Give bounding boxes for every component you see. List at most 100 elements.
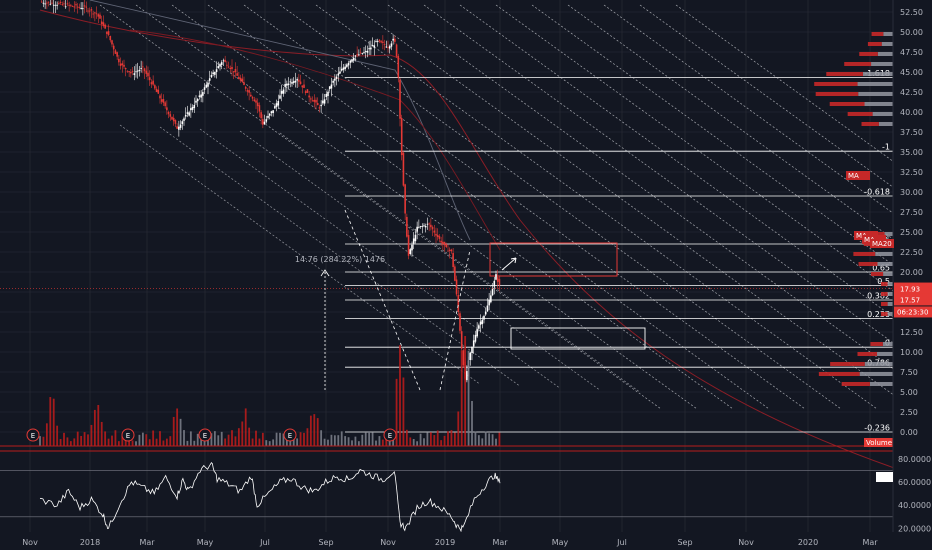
candle-body — [47, 1, 50, 3]
channel-line — [495, 4, 932, 320]
volume-bar — [405, 429, 408, 446]
earnings-marker-label: E — [388, 432, 392, 440]
candle-body — [287, 83, 290, 86]
candle-body — [359, 52, 362, 54]
volume-bar — [248, 427, 251, 446]
candle-body — [244, 86, 247, 89]
fib-level-label: 0.65 — [872, 264, 890, 273]
price-tick-label: 32.50 — [900, 168, 923, 177]
volume-bar — [131, 440, 134, 446]
candle-body — [70, 4, 72, 6]
channel-line — [243, 4, 805, 409]
candle-body — [335, 76, 338, 79]
volume-profile-up — [864, 102, 893, 106]
candle-body — [304, 91, 307, 93]
earnings-marker-label: E — [288, 432, 292, 440]
channel-line — [351, 4, 913, 409]
current-price-label: 17.93 — [900, 286, 920, 294]
countdown-label: 06:23:30 — [897, 308, 928, 316]
volume-bar — [282, 433, 285, 446]
volume-bar — [63, 432, 65, 446]
candle-body — [301, 85, 304, 88]
candle-body — [440, 240, 442, 243]
candle-body — [306, 89, 309, 93]
earnings-marker[interactable]: E — [383, 428, 397, 442]
arrow-pointer — [501, 257, 517, 271]
earnings-marker[interactable]: E — [121, 428, 135, 442]
volume-profile-up — [859, 372, 893, 376]
earnings-marker[interactable]: E — [198, 428, 212, 442]
candle-body — [109, 36, 112, 41]
candle-body — [490, 295, 492, 303]
volume-bar — [121, 436, 124, 446]
candle-body — [330, 84, 333, 89]
volume-bar — [491, 434, 494, 446]
volume-bar — [138, 434, 141, 446]
channel-line — [119, 124, 481, 385]
earnings-marker[interactable]: E — [283, 428, 297, 442]
volume-bar — [275, 432, 278, 446]
candle-body — [431, 226, 434, 230]
candle-body — [207, 83, 209, 87]
candle-body — [203, 87, 206, 90]
volume-bar — [436, 430, 439, 446]
candle-body — [448, 249, 451, 251]
candle-body — [95, 13, 98, 15]
candle-body — [426, 223, 429, 225]
volume-bar — [313, 414, 316, 446]
volume-bar — [159, 431, 161, 446]
volume-bar — [49, 397, 52, 446]
candle-body — [291, 82, 293, 84]
volume-profile-up — [862, 72, 893, 76]
candle-body — [325, 93, 328, 97]
volume-profile-up — [875, 252, 893, 256]
volume-bar — [200, 438, 203, 446]
candle-body — [111, 40, 113, 45]
volume-bar — [327, 439, 329, 446]
time-axis[interactable]: Nov 2018 Mar May Jul Sep Nov 2019 Mar May Jul Sep No… — [0, 532, 932, 550]
volume-bar — [69, 441, 72, 446]
red-rectangle — [489, 242, 618, 277]
earnings-markers[interactable]: E E E E E Volume — [26, 428, 894, 447]
candle-body — [236, 73, 238, 76]
candle-body — [71, 6, 74, 7]
candle-body — [394, 38, 396, 42]
volume-profile-down — [853, 252, 876, 256]
candle-body — [366, 50, 369, 53]
volume-profile-up — [883, 272, 893, 276]
volume-bar — [162, 440, 165, 446]
candle-body — [59, 1, 62, 4]
price-axis[interactable]: 52.50 50.00 47.50 45.00 42.50 40.00 37.50 35.00… — [846, 0, 932, 540]
candle-body — [275, 103, 278, 107]
candle-body — [179, 124, 182, 128]
ma-tag-label: MA20 — [872, 240, 892, 248]
candle-body — [118, 58, 120, 63]
volume-bar — [368, 431, 371, 446]
candle-body — [82, 8, 84, 10]
candle-body — [308, 95, 310, 98]
volume-bar — [333, 435, 336, 446]
time-tick-label: 2018 — [80, 538, 100, 547]
candle-body — [210, 74, 213, 78]
volume-profile-down — [857, 352, 878, 356]
volume-profile-down — [844, 62, 872, 66]
candle-body — [251, 96, 254, 99]
candle-body — [436, 234, 439, 238]
volume-bar — [467, 350, 470, 446]
candle-body — [400, 118, 403, 156]
candle-body — [272, 110, 274, 114]
candle-body — [145, 70, 148, 74]
volume-bar — [97, 405, 100, 446]
candle-body — [498, 279, 501, 286]
candle-body — [340, 68, 343, 71]
candle-body — [188, 112, 190, 116]
earnings-marker[interactable]: E — [26, 428, 40, 442]
channel-line — [603, 4, 932, 242]
volume-bar — [76, 431, 79, 446]
volume-profile-up — [887, 312, 893, 316]
candle-body — [104, 24, 106, 29]
candle-body — [382, 41, 384, 44]
volume-bar — [66, 437, 69, 446]
candle-body — [419, 226, 422, 227]
